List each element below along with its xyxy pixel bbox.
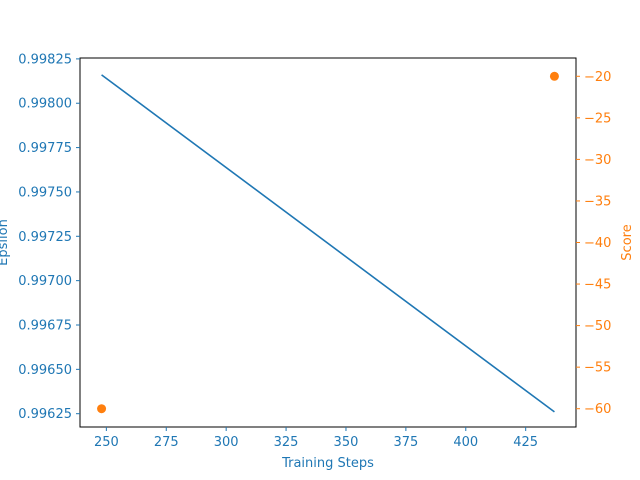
y-axis-left: 0.99625 0.99650 0.99675 0.99700 0.99725 0.997…	[18, 52, 80, 422]
y-left-tick-label: 0.99675	[18, 318, 72, 333]
y-axis-right-label: Score	[620, 224, 635, 260]
y-right-tick-label: −60	[584, 402, 611, 417]
x-tick-label: 375	[393, 435, 418, 450]
y-right-tick-label: −40	[584, 236, 611, 251]
y-right-tick-label: −35	[584, 194, 611, 209]
y-right-tick-label: −30	[584, 153, 611, 168]
score-point	[549, 71, 559, 81]
y-axis-right: −60 −55 −50 −45 −40 −35 −30 −25 −20	[576, 70, 611, 417]
y-left-tick-label: 0.99650	[18, 363, 72, 378]
y-left-tick-label: 0.99825	[18, 52, 72, 67]
x-tick-label: 350	[334, 435, 359, 450]
y-left-tick-label: 0.99725	[18, 230, 72, 245]
y-left-tick-label: 0.99775	[18, 141, 72, 156]
x-tick-label: 275	[154, 435, 179, 450]
x-tick-label: 250	[94, 435, 119, 450]
y-left-tick-label: 0.99625	[18, 407, 72, 422]
x-tick-label: 325	[274, 435, 299, 450]
x-tick-label: 300	[214, 435, 239, 450]
y-right-tick-label: −20	[584, 70, 611, 85]
x-tick-label: 400	[453, 435, 478, 450]
x-axis-label: Training Steps	[281, 456, 374, 471]
y-left-tick-label: 0.99750	[18, 185, 72, 200]
x-axis: 250 275 300 325 350 375 400 425	[94, 427, 538, 450]
y-left-tick-label: 0.99800	[18, 97, 72, 112]
y-right-tick-label: −25	[584, 111, 611, 126]
x-tick-label: 425	[513, 435, 538, 450]
y-left-tick-label: 0.99700	[18, 274, 72, 289]
score-point	[97, 404, 107, 414]
y-right-tick-label: −50	[584, 319, 611, 334]
y-right-tick-label: −45	[584, 278, 611, 293]
series-layer	[97, 71, 559, 414]
y-axis-left-label: Epsilon	[0, 219, 11, 266]
y-right-tick-label: −55	[584, 361, 611, 376]
epsilon-line	[101, 74, 555, 413]
